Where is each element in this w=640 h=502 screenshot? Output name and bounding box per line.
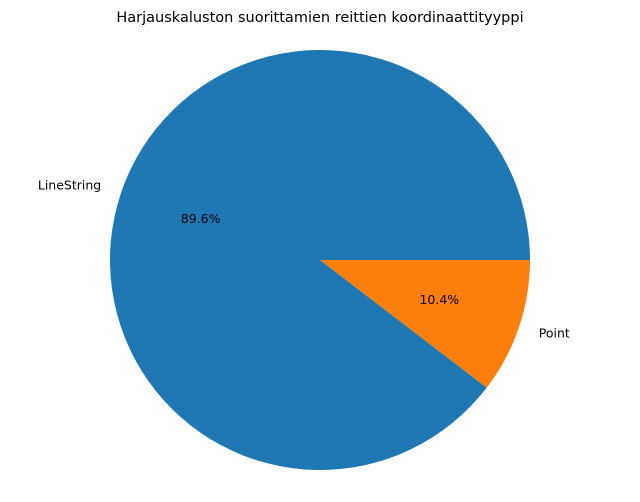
pie-labels: LineString 89.6% Point 10.4%: [38, 177, 570, 340]
pie-slice-linestring: [110, 50, 530, 471]
chart-title: Harjauskaluston suorittamien reittien ko…: [116, 10, 523, 26]
slice-pct-linestring: 89.6%: [181, 211, 221, 226]
slice-pct-point: 10.4%: [419, 292, 459, 307]
pie-slices: [110, 50, 530, 471]
pie-slice-point: [320, 260, 530, 388]
slice-label-point: Point: [539, 326, 570, 341]
slice-label-linestring: LineString: [38, 177, 101, 192]
